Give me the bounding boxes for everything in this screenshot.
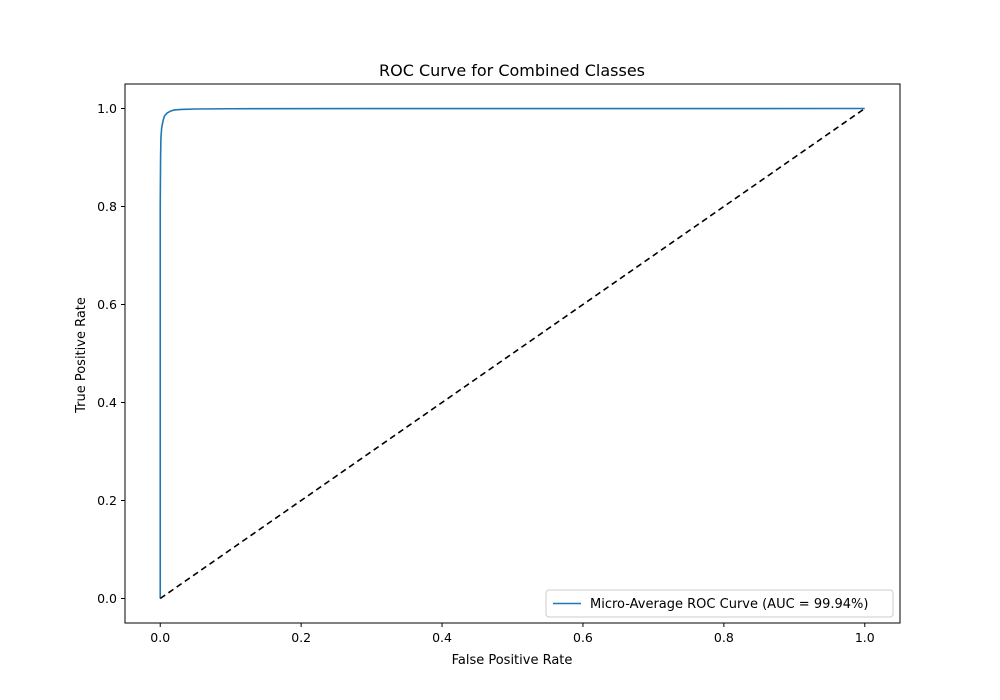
y-tick-label: 1.0 <box>97 101 117 116</box>
y-tick-label: 0.4 <box>97 395 117 410</box>
x-tick-label: 0.4 <box>432 630 452 645</box>
roc-curve-line <box>159 107 865 599</box>
x-tick-label: 1.0 <box>855 630 875 645</box>
chart-title: ROC Curve for Combined Classes <box>379 61 645 80</box>
y-tick-label: 0.8 <box>97 199 117 214</box>
y-tick-label: 0.6 <box>97 297 117 312</box>
axes-frame <box>124 83 901 624</box>
y-tick-label: 0.2 <box>97 493 117 508</box>
plot-area: 0.0 0.2 0.4 0.6 0.8 1.0 0.0 0.2 0.4 0.6 0.8 1.0 <box>97 83 901 645</box>
x-tick-label: 0.0 <box>150 630 170 645</box>
x-tick-label: 0.8 <box>714 630 734 645</box>
y-axis-label: True Positive Rate <box>74 297 89 414</box>
x-axis-label: False Positive Rate <box>452 653 573 668</box>
x-tick-label: 0.2 <box>291 630 311 645</box>
legend-label: Micro-Average ROC Curve (AUC = 99.94%) <box>590 597 868 612</box>
y-tick-label: 0.0 <box>97 591 117 606</box>
legend-box <box>545 589 894 618</box>
x-tick-label: 0.6 <box>573 630 593 645</box>
chance-diagonal-line <box>159 107 866 600</box>
legend: Micro-Average ROC Curve (AUC = 99.94%) <box>545 589 894 618</box>
